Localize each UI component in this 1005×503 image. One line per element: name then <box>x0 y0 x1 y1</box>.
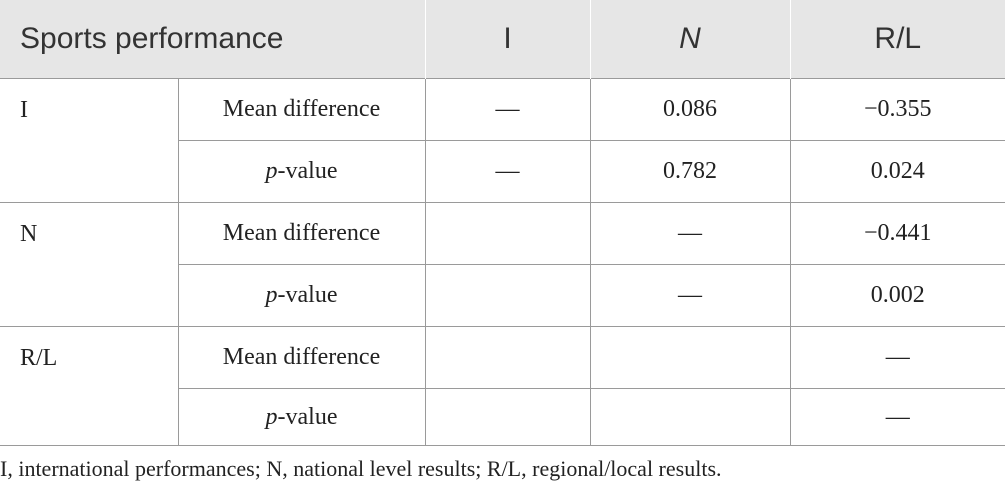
table-row: N Mean difference — −0.441 <box>0 202 1005 327</box>
label-part: p <box>265 282 278 308</box>
group-label: N <box>0 202 179 327</box>
value-cell: 0.002 <box>789 264 1005 327</box>
value-cell <box>424 264 591 327</box>
value-cell: — <box>424 140 591 203</box>
row-label: p-value <box>177 264 426 327</box>
value-cell: −0.441 <box>789 202 1005 265</box>
footnote: I, international performances; N, nation… <box>0 456 722 481</box>
header-cell: I <box>424 0 591 79</box>
value-cell <box>589 326 791 389</box>
row-label: Mean difference <box>177 78 426 141</box>
results-table: Sports performance I N R/L I Mean difference… <box>0 0 1005 446</box>
label-part: Mean difference <box>222 96 381 122</box>
row-label: p-value <box>177 140 426 203</box>
value-cell: — <box>589 202 791 265</box>
group-label: R/L <box>0 326 179 446</box>
label-part: -value <box>277 282 338 308</box>
table-row: R/L Mean difference — <box>0 326 1005 446</box>
table-row: p-value — <box>0 388 1005 446</box>
value-cell: — <box>424 78 591 141</box>
table-row: p-value —0.782 0.024 <box>0 140 1005 203</box>
row-label: Mean difference <box>177 326 426 389</box>
value-cell <box>424 202 591 265</box>
value-cell: — <box>789 326 1005 389</box>
row-label: Mean difference <box>177 202 426 265</box>
group-label: I <box>0 78 179 203</box>
label-part: p <box>265 158 278 184</box>
label-part: Mean difference <box>222 344 381 370</box>
value-cell: — <box>789 388 1005 446</box>
label-part: -value <box>277 403 338 430</box>
table-row: I Mean difference —0.086 −0.355 <box>0 78 1005 203</box>
value-cell <box>589 388 791 446</box>
value-cell: 0.782 <box>589 140 791 203</box>
label-part: -value <box>277 158 338 184</box>
header-row: Sports performance I N R/L <box>0 0 1005 79</box>
header-cell: Sports performance <box>0 0 426 79</box>
value-cell <box>424 388 591 446</box>
row-label: p-value <box>177 388 426 446</box>
header-cell: R/L <box>789 0 1005 79</box>
value-cell: — <box>589 264 791 327</box>
label-part: p <box>265 403 278 430</box>
table-row: p-value —0.002 <box>0 264 1005 327</box>
value-cell <box>424 326 591 389</box>
value-cell: −0.355 <box>789 78 1005 141</box>
value-cell: 0.024 <box>789 140 1005 203</box>
label-part: Mean difference <box>222 220 381 246</box>
header-cell: N <box>589 0 791 79</box>
value-cell: 0.086 <box>589 78 791 141</box>
